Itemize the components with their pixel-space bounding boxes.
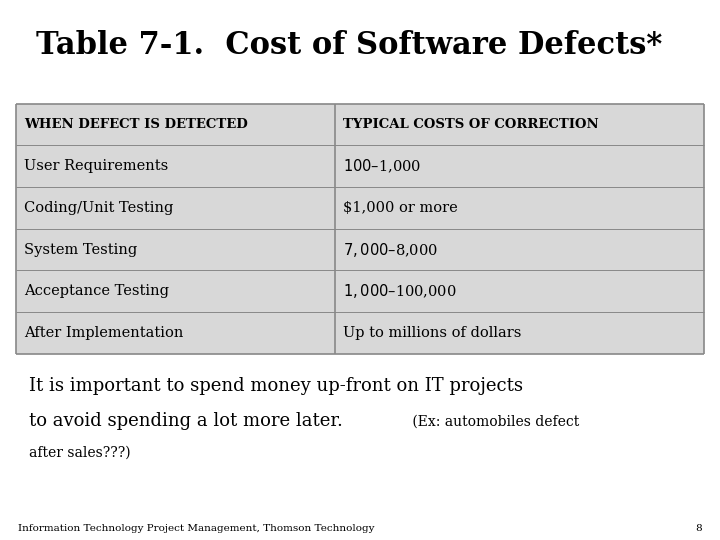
Text: Acceptance Testing: Acceptance Testing <box>24 284 169 298</box>
Text: $1,000 or more: $1,000 or more <box>343 201 458 215</box>
Text: Information Technology Project Management, Thomson Technology: Information Technology Project Managemen… <box>18 524 374 532</box>
Text: After Implementation: After Implementation <box>24 326 184 340</box>
Text: System Testing: System Testing <box>24 242 138 256</box>
Text: WHEN DEFECT IS DETECTED: WHEN DEFECT IS DETECTED <box>24 118 248 131</box>
Bar <box>16 104 704 354</box>
Text: It is important to spend money up-front on IT projects: It is important to spend money up-front … <box>29 377 523 395</box>
Text: TYPICAL COSTS OF CORRECTION: TYPICAL COSTS OF CORRECTION <box>343 118 599 131</box>
Text: User Requirements: User Requirements <box>24 159 168 173</box>
Text: 8: 8 <box>696 524 702 532</box>
Text: Table 7-1.  Cost of Software Defects*: Table 7-1. Cost of Software Defects* <box>36 30 662 62</box>
Text: Up to millions of dollars: Up to millions of dollars <box>343 326 522 340</box>
Text: after sales???): after sales???) <box>29 446 130 460</box>
Text: to avoid spending a lot more later.: to avoid spending a lot more later. <box>29 412 343 430</box>
Text: $100 – $1,000: $100 – $1,000 <box>343 158 422 175</box>
Text: Coding/Unit Testing: Coding/Unit Testing <box>24 201 174 215</box>
Text: (Ex: automobiles defect: (Ex: automobiles defect <box>408 414 579 428</box>
Text: $7,000 – $8,000: $7,000 – $8,000 <box>343 240 438 259</box>
Text: $1,000 – $100,000: $1,000 – $100,000 <box>343 282 457 300</box>
